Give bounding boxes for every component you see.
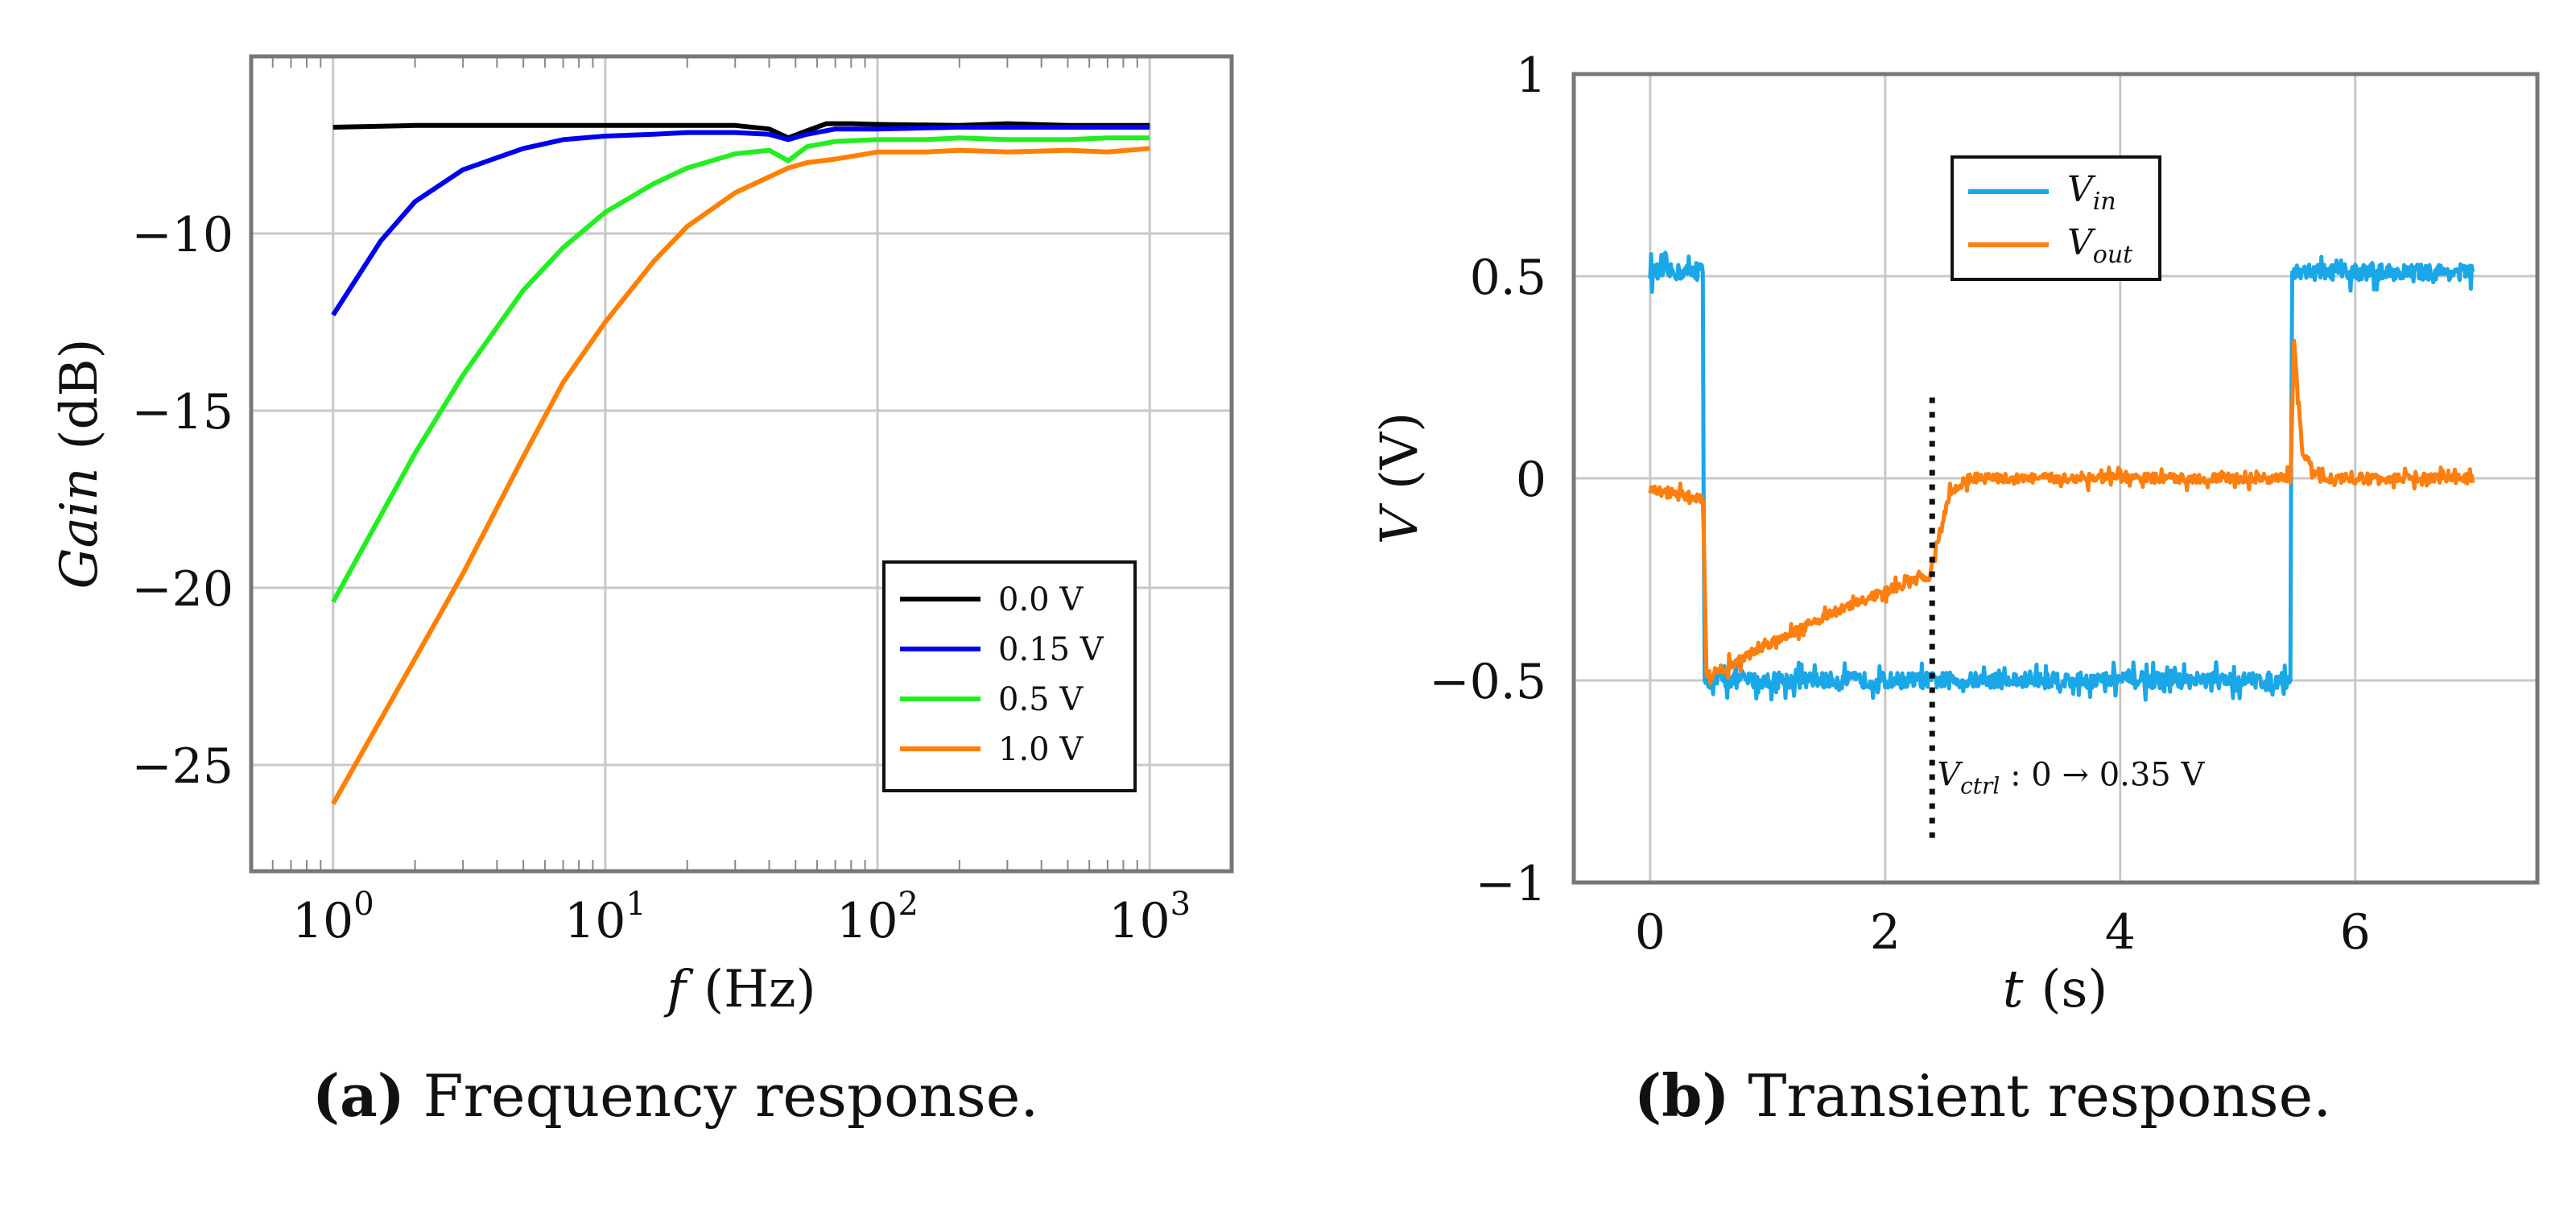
caption-a: (a) Frequency response. [312, 1061, 1038, 1130]
caption-b-tag: (b) [1634, 1061, 1730, 1130]
b-y-tick-label-3: −0.5 [1429, 654, 1546, 710]
b-y-tick-label-2: 0 [1516, 452, 1546, 508]
a-grid [251, 56, 1232, 871]
b-x-tick-labels: 0 2 4 6 [1635, 904, 2371, 961]
a-series-line-2 [331, 135, 1150, 604]
a-x-tick-label-3: 103 [1108, 886, 1191, 949]
b-y-tick-labels: 1 0.5 0 −0.5 −1 [1429, 48, 1546, 912]
b-x-axis-label: t (s) [2003, 960, 2108, 1019]
b-series-lines [1648, 250, 2475, 702]
caption-b: (b) Transient response. [1634, 1061, 2331, 1130]
a-y-tick-label-2: −20 [131, 561, 233, 618]
a-series-line-0 [332, 121, 1150, 141]
a-y-tick-label-3: −25 [131, 738, 233, 795]
a-legend-label-1: 0.15 V [998, 631, 1104, 668]
a-legend-label-2: 0.5 V [998, 681, 1084, 718]
a-y-axis-label: Gain(dB) [50, 339, 109, 589]
a-series-lines [331, 121, 1150, 805]
b-x-tick-label-1: 2 [1870, 904, 1901, 961]
a-series-line-1 [331, 125, 1150, 316]
a-series-line-3 [331, 146, 1150, 805]
caption-a-text: Frequency response. [404, 1062, 1039, 1130]
a-legend: 0.0 V 0.15 V 0.5 V 1.0 V [882, 560, 1137, 792]
panel-b-transient-response: 1 0.5 0 −0.5 −1 0 2 4 6 t (s) V(V) Vctrl : 0 → 0… [1370, 48, 2540, 1019]
b-series-line-1 [1648, 338, 2475, 685]
b-plot-frame [1571, 72, 2540, 885]
caption-a-tag: (a) [312, 1061, 405, 1130]
b-legend-items: Vin Vout [1968, 169, 2133, 269]
a-y-tick-label-1: −15 [131, 384, 233, 440]
a-legend-label-3: 1.0 V [998, 731, 1084, 768]
b-series-line-0 [1648, 250, 2475, 702]
b-legend-label-0: Vin [2067, 169, 2116, 216]
caption-b-text: Transient response. [1729, 1062, 2332, 1130]
a-y-tick-label-0: −10 [131, 207, 233, 263]
a-x-tick-labels: 100 101 102 103 [292, 886, 1191, 949]
a-legend-label-0: 0.0 V [998, 581, 1084, 618]
a-x-axis-label: f (Hz) [663, 960, 815, 1019]
a-legend-items: 0.0 V 0.15 V 0.5 V 1.0 V [900, 581, 1104, 768]
b-x-tick-label-0: 0 [1635, 904, 1666, 961]
a-x-tick-label-0: 100 [292, 886, 374, 949]
b-y-tick-label-4: −1 [1476, 856, 1546, 912]
a-y-tick-labels: −10 −15 −20 −25 [131, 207, 233, 795]
b-y-tick-label-0: 1 [1516, 48, 1546, 104]
b-legend-box [1951, 155, 2161, 281]
b-y-tick-label-1: 0.5 [1470, 250, 1546, 306]
a-plot-frame [249, 54, 1234, 874]
b-annotation-label: Vctrl : 0 → 0.35 V [1937, 757, 2205, 800]
b-x-tick-label-2: 4 [2105, 904, 2136, 961]
a-x-tick-label-1: 101 [564, 886, 646, 949]
panel-a-frequency-response: −10 −15 −20 −25 100 101 102 103 f (Hz) Gain(dB)… [50, 54, 1234, 1019]
b-x-tick-label-3: 6 [2340, 904, 2371, 961]
b-legend: Vin Vout [1951, 155, 2161, 281]
b-legend-label-1: Vout [2067, 222, 2133, 269]
b-y-axis-label: V(V) [1370, 412, 1430, 544]
a-x-tick-label-2: 102 [836, 886, 919, 949]
